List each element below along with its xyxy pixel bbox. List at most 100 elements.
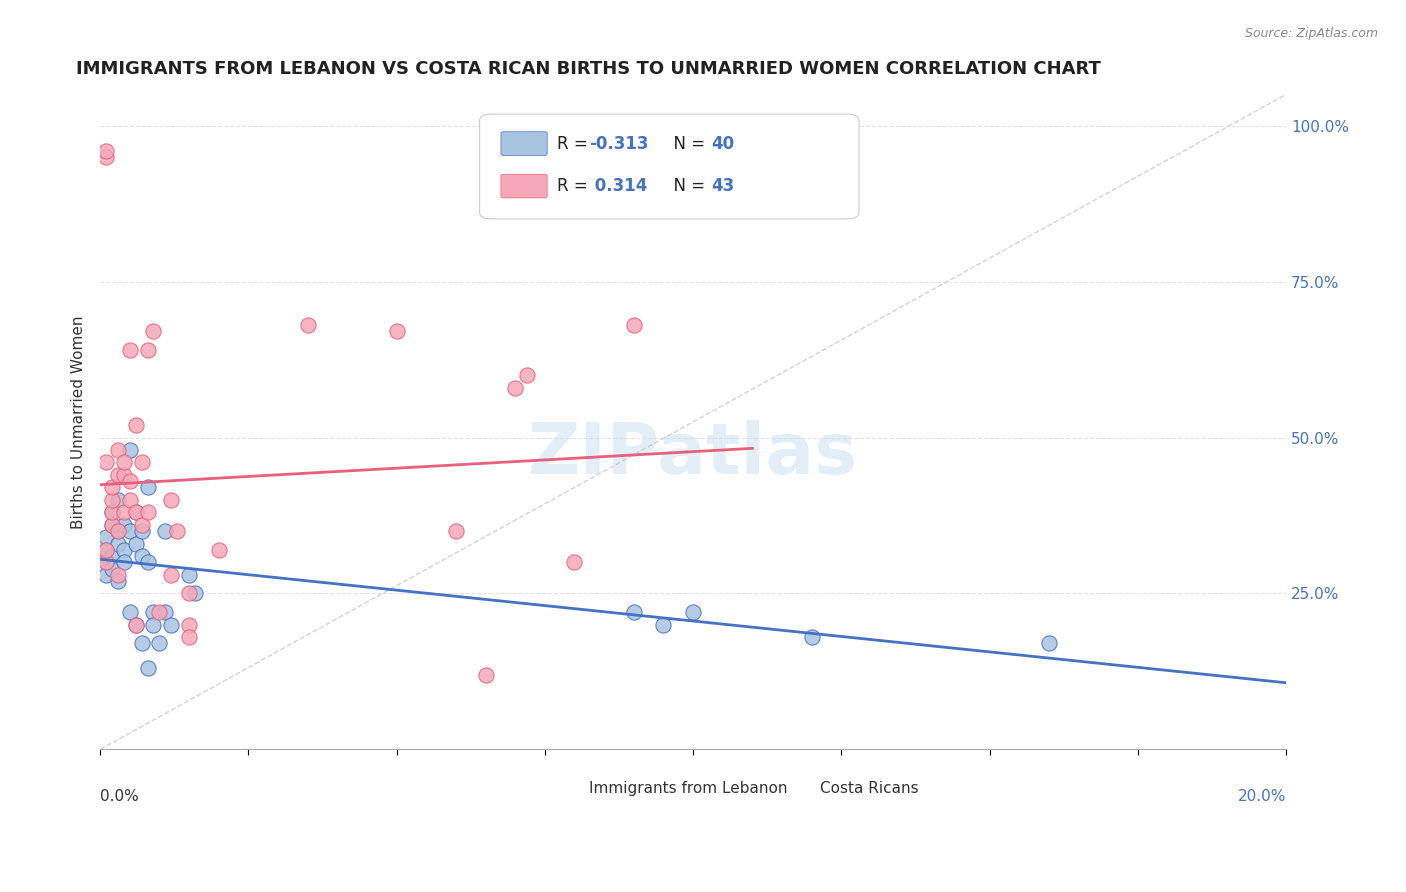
Point [444, 524, 467, 538]
Point [118, 492, 141, 507]
Point [101, 517, 124, 532]
Point [94, 555, 117, 569]
Text: Immigrants from Lebanon: Immigrants from Lebanon [589, 781, 787, 797]
Point [564, 555, 586, 569]
Text: 20.0%: 20.0% [1237, 789, 1286, 804]
Point [94, 542, 117, 557]
Point [1038, 636, 1060, 650]
Point [118, 442, 141, 457]
Point [184, 586, 207, 600]
Point [160, 617, 183, 632]
Point [107, 574, 129, 588]
Point [112, 467, 135, 482]
Point [101, 480, 124, 494]
Point [385, 325, 408, 339]
Point [160, 567, 183, 582]
FancyBboxPatch shape [501, 174, 547, 198]
Point [177, 617, 200, 632]
Text: 43: 43 [711, 178, 734, 195]
Point [131, 549, 153, 563]
Point [112, 505, 135, 519]
Point [107, 536, 129, 550]
Point [148, 636, 170, 650]
Point [107, 442, 129, 457]
FancyBboxPatch shape [779, 778, 814, 800]
Point [94, 567, 117, 582]
Point [125, 505, 148, 519]
Point [94, 455, 117, 469]
Text: Source: ZipAtlas.com: Source: ZipAtlas.com [1244, 27, 1378, 40]
Point [118, 605, 141, 619]
Point [101, 561, 124, 575]
Point [94, 530, 117, 544]
FancyBboxPatch shape [479, 114, 859, 219]
Text: IMMIGRANTS FROM LEBANON VS COSTA RICAN BIRTHS TO UNMARRIED WOMEN CORRELATION CHA: IMMIGRANTS FROM LEBANON VS COSTA RICAN B… [76, 60, 1101, 78]
Point [131, 524, 153, 538]
Point [125, 617, 148, 632]
Point [112, 517, 135, 532]
Point [148, 605, 170, 619]
Point [107, 524, 129, 538]
FancyBboxPatch shape [501, 132, 547, 155]
Text: 0.0%: 0.0% [100, 789, 139, 804]
Point [131, 517, 153, 532]
Point [125, 617, 148, 632]
Point [118, 524, 141, 538]
Point [166, 524, 188, 538]
Point [474, 667, 496, 681]
Text: R =: R = [557, 178, 593, 195]
Point [112, 542, 135, 557]
Point [177, 630, 200, 644]
Point [107, 467, 129, 482]
Y-axis label: Births to Unmarried Women: Births to Unmarried Women [72, 315, 86, 529]
Point [107, 524, 129, 538]
Point [142, 617, 165, 632]
Point [155, 524, 177, 538]
Text: -0.313: -0.313 [589, 135, 648, 153]
Point [177, 567, 200, 582]
Point [94, 150, 117, 164]
Text: N =: N = [664, 178, 711, 195]
Point [131, 455, 153, 469]
Point [136, 505, 159, 519]
Point [112, 455, 135, 469]
Point [131, 636, 153, 650]
Point [800, 630, 823, 644]
Point [94, 144, 117, 158]
Point [142, 325, 165, 339]
Point [623, 605, 645, 619]
Point [101, 492, 124, 507]
Point [136, 555, 159, 569]
Text: R =: R = [557, 135, 593, 153]
Point [94, 555, 117, 569]
Point [142, 605, 165, 619]
Point [125, 418, 148, 433]
Point [101, 549, 124, 563]
Point [297, 318, 319, 333]
Point [118, 343, 141, 358]
Point [160, 492, 183, 507]
Point [136, 661, 159, 675]
Point [101, 505, 124, 519]
Point [107, 492, 129, 507]
Text: Costa Ricans: Costa Ricans [820, 781, 918, 797]
Point [503, 381, 526, 395]
Point [682, 605, 704, 619]
Point [107, 567, 129, 582]
Point [101, 505, 124, 519]
Point [125, 536, 148, 550]
Text: 40: 40 [711, 135, 734, 153]
Point [652, 617, 675, 632]
Point [136, 343, 159, 358]
Text: N =: N = [664, 135, 711, 153]
Point [94, 542, 117, 557]
Point [177, 586, 200, 600]
Point [101, 517, 124, 532]
Point [118, 474, 141, 488]
Point [155, 605, 177, 619]
Point [125, 505, 148, 519]
Text: ZIPatlas: ZIPatlas [529, 420, 858, 489]
Point [112, 555, 135, 569]
Point [623, 318, 645, 333]
Text: 0.314: 0.314 [589, 178, 647, 195]
